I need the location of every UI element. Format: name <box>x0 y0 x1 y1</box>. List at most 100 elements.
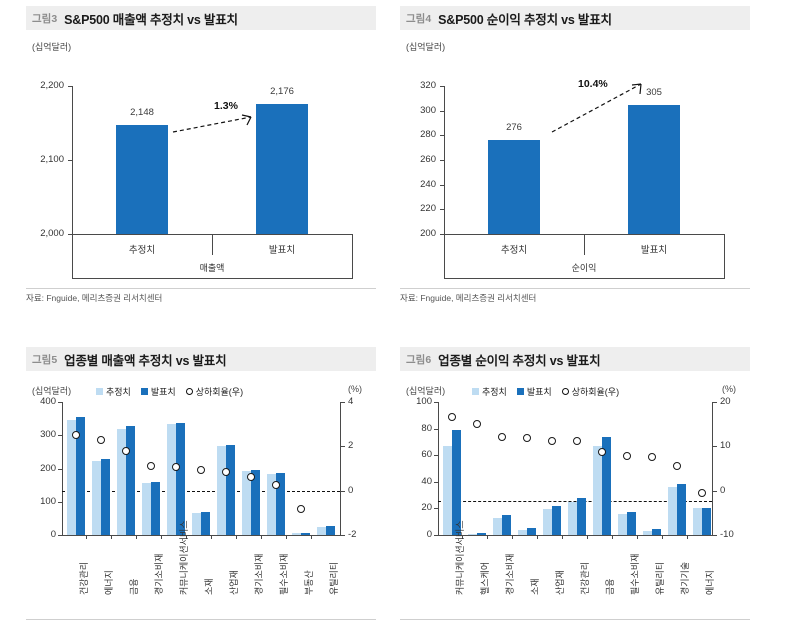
circle-marker-icon <box>185 388 193 395</box>
figure-6-ytick-80 <box>434 428 438 430</box>
figure-6-bar-actual <box>602 436 611 535</box>
figure-6-bar-estimate <box>493 517 502 535</box>
figure-5-ytick-400 <box>58 402 62 403</box>
figure-5-marker-surprise <box>272 481 280 489</box>
figure-5-legend: 추정치 발표치 상하회율(우) <box>96 385 243 398</box>
figure-6-xtick <box>512 535 513 539</box>
figure-6-category-label: 건강관리 <box>580 561 590 595</box>
figure-5-y2tick-0 <box>341 490 345 492</box>
figure-6-y2label-neg10: -10 <box>720 529 734 540</box>
figure-5-bar-estimate <box>67 419 76 535</box>
figure-6-bar-estimate <box>593 445 602 535</box>
figure-4-header: 그림4 S&P500 순이익 추정치 vs 발표치 <box>400 6 750 30</box>
figure-3-number: 그림3 <box>32 12 58 25</box>
figure-panel-3: 그림3 S&P500 매출액 추정치 vs 발표치 (십억달러) 2,200 2… <box>26 6 376 306</box>
figure-3-category-estimate: 추정치 <box>128 245 156 256</box>
figure-6-bar-actual <box>577 498 586 535</box>
figure-6-y2label-10: 10 <box>720 440 731 452</box>
figure-6-y2tick-0 <box>713 490 717 492</box>
figure-5-unit-right: (%) <box>348 384 362 394</box>
figure-3-value-actual: 2,176 <box>270 86 294 97</box>
figure-3-plot: 2,200 2,100 2,000 2,148 2,176 1.3% 추정치 발… <box>26 6 376 306</box>
figure-panel-5: 그림5 업종별 매출액 추정치 vs 발표치 (십억달러) (%) 추정치 발표… <box>26 347 376 632</box>
figure-6-marker-surprise <box>448 413 456 422</box>
figure-6-category-label: 커뮤니케이션서비스 <box>455 520 465 595</box>
figure-5-y2label-0: 0 <box>348 484 354 496</box>
figure-6-bar-actual <box>552 505 561 535</box>
figure-5-ytick-0 <box>58 535 62 536</box>
figure-6-category-label: 금융 <box>605 578 615 595</box>
figure-3-y-axis <box>72 86 73 235</box>
figure-6-header: 그림6 업종별 순이익 추정치 vs 발표치 <box>400 347 750 371</box>
figure-3-source: 자료: Fnguide, 메리츠증권 리서치센터 <box>26 293 163 303</box>
figure-6-category-label: 경기기술 <box>680 561 690 595</box>
figure-5-bar-actual <box>76 416 85 535</box>
figure-5-legend-label-estimate: 추정치 <box>106 387 131 397</box>
figure-5-ytick-100 <box>58 501 62 503</box>
figure-6-legend-label-surprise: 상하회율(우) <box>571 387 620 397</box>
figure-5-category-label: 소재 <box>204 578 214 595</box>
figure-panel-6: 그림6 업종별 순이익 추정치 vs 발표치 (십억달러) (%) 추정치 발표… <box>400 347 750 632</box>
figure-5-title: 업종별 매출액 추정치 vs 발표치 <box>64 353 227 368</box>
figure-5-marker-surprise <box>222 467 230 476</box>
figure-5-y2tick-2 <box>341 446 345 448</box>
figure-5-y2tick-4 <box>341 402 345 403</box>
figure-5-bar-estimate <box>217 445 226 535</box>
figure-5-ytick-300 <box>58 435 62 437</box>
figure-6-zero-line <box>438 500 712 502</box>
figure-4-ylabel-300: 300 <box>420 104 436 116</box>
figure-5-xtick <box>111 535 112 539</box>
figure-4-number: 그림4 <box>406 12 432 25</box>
figure-6-y2label-20: 20 <box>720 396 731 407</box>
figure-3-bar-actual <box>256 103 308 234</box>
figure-5-bar-estimate <box>117 428 126 535</box>
figure-6-y2label-0: 0 <box>720 484 726 496</box>
figure-5-legend-label-actual: 발표치 <box>150 387 176 397</box>
figure-6-bar-actual <box>652 529 661 535</box>
figure-4-title: S&P500 순이익 추정치 vs 발표치 <box>438 12 612 27</box>
figure-5-ylabel-300: 300 <box>40 429 56 441</box>
figure-6-y2tick-10 <box>713 446 717 448</box>
circle-marker-icon <box>561 388 569 395</box>
figure-6-marker-surprise <box>598 447 606 456</box>
figure-5-ylabel-400: 400 <box>40 396 56 407</box>
figure-3-ytick-2000 <box>68 234 72 235</box>
figure-6-marker-surprise <box>573 436 581 445</box>
figure-6-xtick <box>637 535 638 539</box>
figure-6-bar-estimate <box>618 513 627 535</box>
figure-6-bar-actual <box>452 429 461 535</box>
figure-5-plot: 400 300 200 100 0 4 2 0 -2 <box>26 347 376 632</box>
figure-6-xtick <box>562 535 563 539</box>
figure-6-xtick <box>537 535 538 539</box>
figure-5-unit-left: (십억달러) <box>32 386 72 396</box>
figure-3-ytick-2100 <box>68 160 72 161</box>
figure-6-legend: 추정치 발표치 상하회율(우) <box>472 385 619 398</box>
figure-6-legend-item-surprise: 상하회율(우) <box>561 385 620 398</box>
figure-4-y-axis <box>444 86 445 235</box>
figure-4-ylabel-220: 220 <box>420 203 436 215</box>
figure-6-unit-left: (십억달러) <box>406 386 446 396</box>
figure-6-bar-actual <box>477 533 486 535</box>
figure-6-ylabel-0: 0 <box>426 529 432 540</box>
figure-6-marker-surprise <box>673 462 681 471</box>
figure-5-xtick <box>86 535 87 539</box>
figure-6-ylabel-60: 60 <box>421 449 432 461</box>
figure-3-delta-label: 1.3% <box>214 100 238 112</box>
square-swatch-icon <box>96 388 103 395</box>
figure-4-value-actual: 305 <box>646 87 662 98</box>
figure-5-y2label-2: 2 <box>348 440 354 452</box>
figure-5-marker-surprise <box>247 473 255 482</box>
square-swatch-icon <box>472 388 479 395</box>
figure-4-value-estimate: 276 <box>506 122 522 133</box>
figure-6-bar-actual <box>677 483 686 535</box>
figure-5-ylabel-100: 100 <box>40 495 56 507</box>
figure-6-legend-item-actual: 발표치 <box>516 385 552 398</box>
figure-5-category-label: 산업재 <box>229 570 239 595</box>
figure-6-category-label: 경기소비재 <box>505 553 515 595</box>
figure-5-category-label: 커뮤니케이션서비스 <box>179 520 189 595</box>
figure-5-bar-actual <box>251 470 260 535</box>
figure-5-bar-actual <box>126 426 135 535</box>
figure-6-marker-surprise <box>523 434 531 442</box>
figure-6-bar-estimate <box>518 529 527 535</box>
figure-5-marker-surprise <box>172 463 180 472</box>
